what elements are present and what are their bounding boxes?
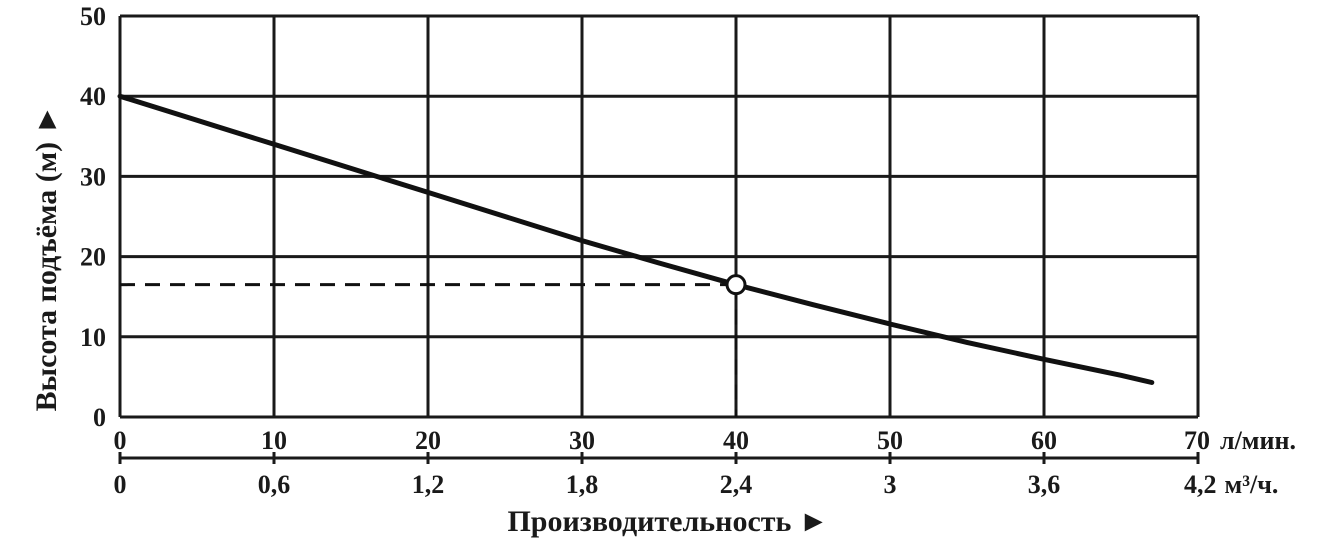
- series: [117, 93, 1155, 385]
- y-tick-label: 0: [93, 403, 106, 432]
- tick-labels: 0 10 20 30 40 50 0 10 20 30 40 50 60 70 л/мин. 0 0,6 1,2 1…: [80, 2, 1296, 499]
- x-tick-label-secondary: 3,6: [1028, 470, 1061, 499]
- x-tick-label-secondary: 2,4: [720, 470, 753, 499]
- y-tick-label: 30: [80, 162, 106, 191]
- operating-point-marker: [725, 274, 747, 296]
- x-tick-label-secondary: 1,8: [566, 470, 599, 499]
- x-tick-label-secondary: 3: [884, 470, 897, 499]
- x-tick-label-primary: 0: [114, 426, 127, 455]
- x-tick-label-primary: 70 л/мин.: [1184, 426, 1296, 455]
- x-tick-label-primary: 10: [261, 426, 287, 455]
- axes: [118, 452, 1200, 464]
- y-tick-label: 40: [80, 82, 106, 111]
- x-axis-label: Производительность ►: [507, 505, 828, 538]
- x-unit-secondary: м³/ч.: [1225, 470, 1279, 499]
- grid: [118, 14, 1200, 419]
- x-unit-primary: л/мин.: [1220, 426, 1296, 455]
- performance-curve: [117, 93, 1155, 385]
- x-tick-label-primary: 50: [877, 426, 903, 455]
- x-tick-label-secondary: 1,2: [412, 470, 445, 499]
- x-tick-label-secondary: 0: [114, 470, 127, 499]
- x-tick-label-secondary: 4,2 м³/ч.: [1184, 470, 1278, 499]
- y-axis-label: Высота подъёма (м) ►: [30, 105, 63, 412]
- x-tick-label-primary: 60: [1031, 426, 1057, 455]
- y-tick-label: 10: [80, 323, 106, 352]
- x-tick-label-primary: 30: [569, 426, 595, 455]
- y-tick-label: 20: [80, 243, 106, 272]
- reference-lines: [120, 283, 738, 417]
- x-tick-label-primary: 20: [415, 426, 441, 455]
- y-tick-label: 50: [80, 2, 106, 31]
- x-tick-label-primary: 40: [723, 426, 749, 455]
- x-tick-label-secondary: 0,6: [258, 470, 291, 499]
